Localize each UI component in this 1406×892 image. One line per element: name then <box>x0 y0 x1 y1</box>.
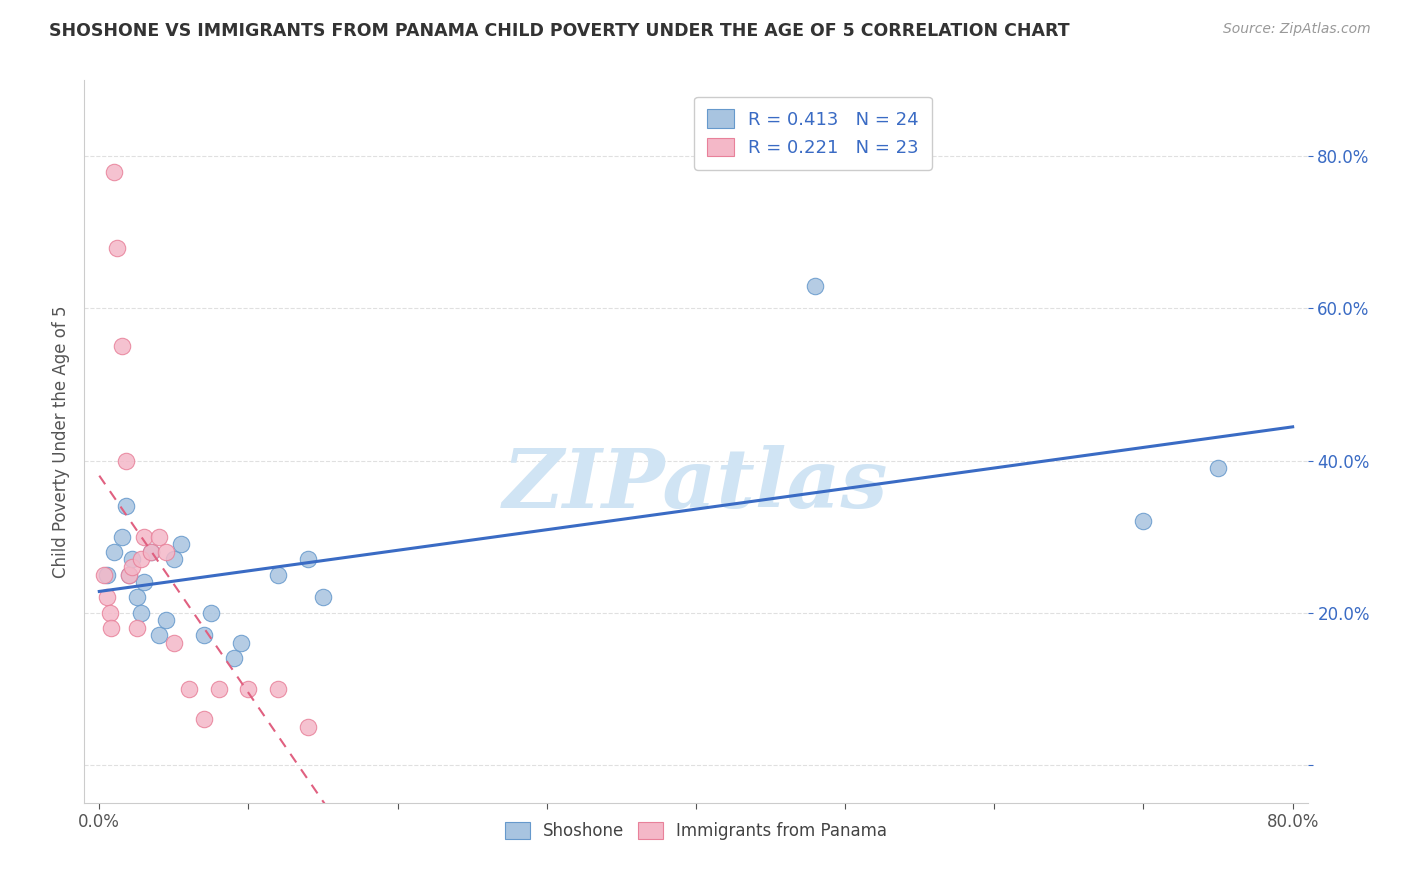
Point <box>96 591 118 605</box>
Point <box>141 545 163 559</box>
Point <box>129 606 152 620</box>
Point <box>200 606 222 620</box>
Point <box>222 651 245 665</box>
Point <box>93 567 115 582</box>
Text: SHOSHONE VS IMMIGRANTS FROM PANAMA CHILD POVERTY UNDER THE AGE OF 5 CORRELATION : SHOSHONE VS IMMIGRANTS FROM PANAMA CHILD… <box>49 22 1070 40</box>
Point <box>100 621 122 635</box>
Point <box>103 164 125 178</box>
Point <box>312 591 335 605</box>
Point <box>267 567 290 582</box>
Point <box>132 575 155 590</box>
Point <box>125 591 148 605</box>
Point <box>148 628 170 642</box>
Point <box>115 499 138 513</box>
Point <box>111 339 134 353</box>
Point <box>148 530 170 544</box>
Point <box>177 681 200 696</box>
Point <box>98 606 121 620</box>
Point <box>207 681 229 696</box>
Point <box>1206 461 1229 475</box>
Point <box>297 720 319 734</box>
Point <box>121 552 143 566</box>
Point <box>103 545 125 559</box>
Text: Source: ZipAtlas.com: Source: ZipAtlas.com <box>1223 22 1371 37</box>
Point <box>115 453 138 467</box>
Text: ZIPatlas: ZIPatlas <box>503 445 889 524</box>
Point <box>1132 515 1154 529</box>
Point <box>238 681 260 696</box>
Point <box>111 530 134 544</box>
Point <box>155 613 177 627</box>
Point <box>118 567 141 582</box>
Point <box>163 636 186 650</box>
Point <box>129 552 152 566</box>
Point <box>193 628 215 642</box>
Point <box>163 552 186 566</box>
Point <box>804 278 827 293</box>
Point <box>105 241 128 255</box>
Point <box>155 545 177 559</box>
Legend: Shoshone, Immigrants from Panama: Shoshone, Immigrants from Panama <box>496 814 896 848</box>
Point <box>297 552 319 566</box>
Point <box>170 537 193 551</box>
Point <box>118 567 141 582</box>
Point <box>96 567 118 582</box>
Point <box>132 530 155 544</box>
Y-axis label: Child Poverty Under the Age of 5: Child Poverty Under the Age of 5 <box>52 305 70 578</box>
Point <box>121 560 143 574</box>
Point <box>229 636 252 650</box>
Point <box>125 621 148 635</box>
Point <box>267 681 290 696</box>
Point <box>193 712 215 726</box>
Point <box>141 545 163 559</box>
